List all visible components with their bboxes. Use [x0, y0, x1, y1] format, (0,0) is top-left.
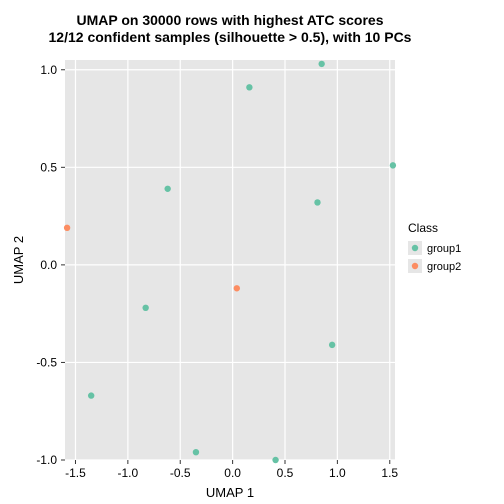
point-group1 [318, 61, 324, 67]
ytick-label: 1.0 [40, 63, 57, 77]
legend-key-group2 [412, 263, 418, 269]
legend-label-group1: group1 [427, 243, 461, 255]
ytick-label: -0.5 [36, 355, 57, 369]
point-group1 [142, 305, 148, 311]
chart-title-1: UMAP on 30000 rows with highest ATC scor… [76, 12, 383, 28]
point-group2 [234, 285, 240, 291]
chart-container: -1.5 -1.0 -0.5 0.0 0.5 1.0 1.5 -1.0 -0.5 0.0 0.5 1.… [0, 0, 504, 504]
xtick-label: -1.5 [65, 466, 86, 480]
point-group1 [390, 162, 396, 168]
point-group1 [329, 342, 335, 348]
plot-panel [65, 60, 395, 460]
xtick-label: 0.0 [224, 466, 241, 480]
ytick-label: -1.0 [36, 453, 57, 467]
ytick-label: 0.0 [40, 258, 57, 272]
chart-title-2: 12/12 confident samples (silhouette > 0.… [49, 29, 412, 45]
xtick-label: -0.5 [170, 466, 191, 480]
legend-label-group2: group2 [427, 261, 461, 273]
x-axis-label: UMAP 1 [206, 485, 254, 500]
point-group1 [272, 457, 278, 463]
ytick-label: 0.5 [40, 160, 57, 174]
point-group1 [193, 449, 199, 455]
legend-title: Class [408, 221, 438, 235]
legend-key-group1 [412, 245, 418, 251]
xtick-label: 1.5 [381, 466, 398, 480]
xtick-label: 1.0 [329, 466, 346, 480]
xtick-label: 0.5 [277, 466, 294, 480]
point-group2 [64, 225, 70, 231]
y-axis-label: UMAP 2 [11, 236, 26, 284]
point-group1 [314, 199, 320, 205]
point-group1 [164, 186, 170, 192]
umap-scatter: -1.5 -1.0 -0.5 0.0 0.5 1.0 1.5 -1.0 -0.5 0.0 0.5 1.… [0, 0, 504, 504]
point-group1 [88, 392, 94, 398]
xtick-label: -1.0 [118, 466, 139, 480]
point-group1 [246, 84, 252, 90]
